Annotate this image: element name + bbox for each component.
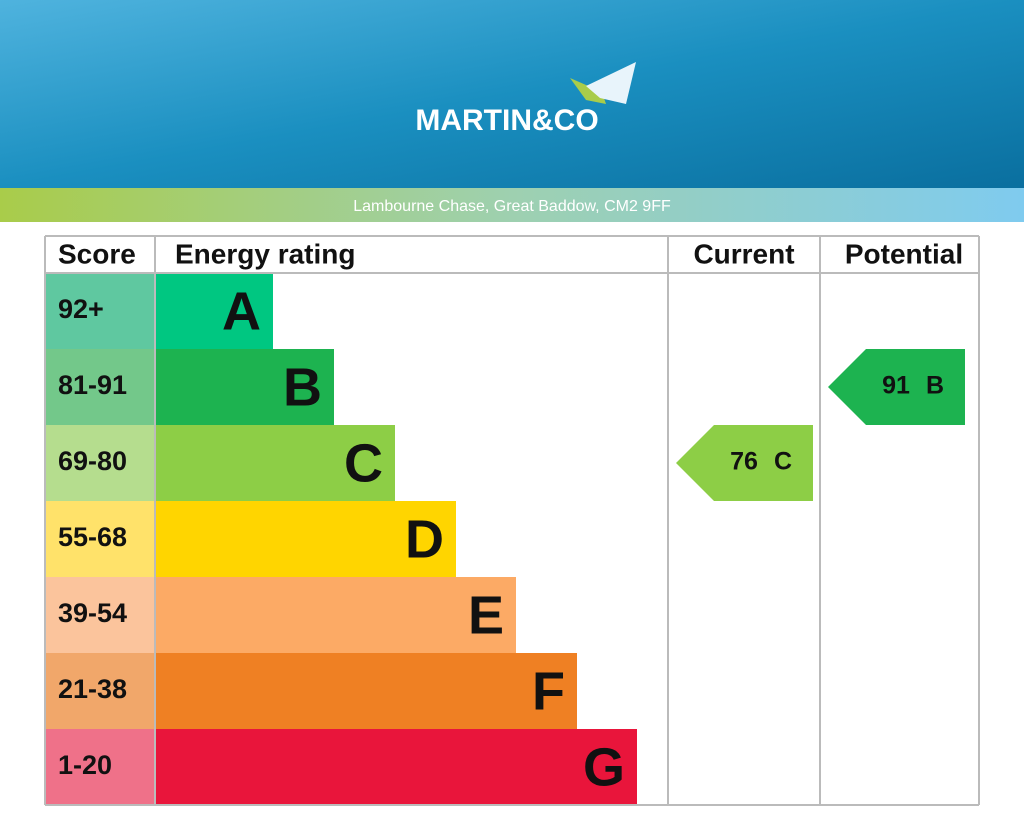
score-label: 69-80	[58, 446, 127, 476]
rating-bar	[155, 577, 516, 653]
logo-text: MARTIN&CO	[415, 104, 598, 137]
score-label: 1-20	[58, 750, 112, 780]
score-label: 55-68	[58, 522, 127, 552]
rating-bar	[155, 273, 273, 349]
potential-arrow	[828, 349, 965, 425]
header-band	[0, 0, 1024, 188]
current-rating: C	[774, 448, 792, 476]
column-header: Score	[58, 238, 136, 269]
score-label: 92+	[58, 294, 104, 324]
score-cell	[45, 349, 155, 425]
rating-letter: D	[405, 509, 444, 569]
potential-value: 91	[882, 372, 910, 400]
rating-letter: C	[344, 433, 383, 493]
score-cell	[45, 653, 155, 729]
rating-letter: A	[222, 281, 261, 341]
score-label: 81-91	[58, 370, 127, 400]
logo-icon	[586, 62, 636, 104]
column-header: Current	[693, 238, 794, 269]
rating-bar	[155, 501, 456, 577]
score-label: 39-54	[58, 598, 127, 628]
score-cell	[45, 425, 155, 501]
score-cell	[45, 501, 155, 577]
score-cell	[45, 729, 155, 805]
rating-letter: B	[283, 357, 322, 417]
logo-icon	[570, 78, 606, 104]
rating-bar	[155, 653, 577, 729]
rating-bar	[155, 729, 637, 805]
rating-bar	[155, 425, 395, 501]
address-strip	[0, 188, 1024, 222]
address: Lambourne Chase, Great Baddow, CM2 9FF	[353, 198, 671, 215]
rating-letter: G	[583, 737, 625, 797]
score-cell	[45, 273, 155, 349]
score-cell	[45, 577, 155, 653]
potential-rating: B	[926, 372, 944, 400]
current-value: 76	[730, 448, 758, 476]
rating-bar	[155, 349, 334, 425]
epc-table: 92+ A 81-91 B 69-80 C 55-68 D 39-54 E 21-38 F 1-20 G S…	[44, 235, 980, 806]
rating-letter: E	[468, 585, 504, 645]
column-header: Energy rating	[175, 238, 355, 269]
score-label: 21-38	[58, 674, 127, 704]
rating-letter: F	[532, 661, 565, 721]
column-header: Potential	[845, 238, 963, 269]
current-arrow	[676, 425, 813, 501]
